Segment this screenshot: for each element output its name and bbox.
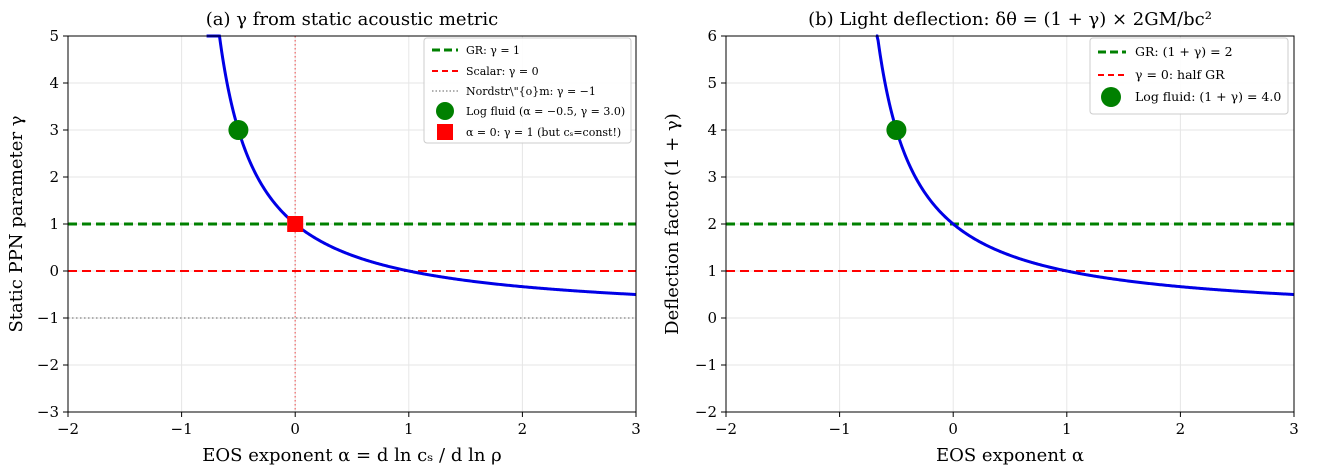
x-tick-label: −2 xyxy=(57,420,79,438)
y-tick-label: 4 xyxy=(707,121,717,139)
x-tick-label: −1 xyxy=(829,420,851,438)
panel-b-points xyxy=(886,120,907,140)
x-tick-label: 1 xyxy=(1062,420,1072,438)
y-tick-label: 2 xyxy=(707,215,717,233)
y-tick-label: 5 xyxy=(707,74,717,92)
y-tick-label: −1 xyxy=(695,356,717,374)
legend-b-gr-label: GR: (1 + γ) = 2 xyxy=(1135,44,1233,59)
data-point-square-1 xyxy=(287,216,304,232)
panel-b-grid xyxy=(725,35,1295,413)
data-point-circle-0 xyxy=(886,120,907,140)
panel-b-title: (b) Light deflection: δθ = (1 + γ) × 2GM… xyxy=(808,9,1212,30)
y-tick-label: −3 xyxy=(37,403,59,421)
legend-b-log-fluid-label: Log fluid: (1 + γ) = 4.0 xyxy=(1135,89,1281,104)
panel-a-points xyxy=(228,120,304,232)
x-tick-label: 0 xyxy=(948,420,958,438)
legend-log-fluid-label: Log fluid (α = −0.5, γ = 3.0) xyxy=(466,105,625,118)
panel-b-xlabel: EOS exponent α xyxy=(936,445,1084,466)
x-tick-label: 3 xyxy=(631,420,641,438)
panel-a-gamma-curve xyxy=(206,34,637,296)
legend-scalar-label: Scalar: γ = 0 xyxy=(466,65,539,78)
legend-b-log-fluid-marker xyxy=(1101,87,1121,107)
legend-gr-label: GR: γ = 1 xyxy=(466,44,520,57)
legend-log-fluid-marker xyxy=(436,102,454,120)
legend-alpha0-label: α = 0: γ = 1 (but cₛ=const!) xyxy=(466,126,621,139)
y-tick-label: −2 xyxy=(695,403,717,421)
y-tick-label: 1 xyxy=(707,262,717,280)
panel-b-legend-box xyxy=(1089,37,1289,115)
panel-b-reference-lines xyxy=(726,222,1294,272)
panel-b-ticks: −2 −1 0 1 2 3 −2 −1 0 1 2 3 4 5 6 xyxy=(695,27,1299,438)
panel-b-deflection-curve xyxy=(875,34,1295,296)
panel-a-ylabel: Static PPN parameter γ xyxy=(6,115,27,332)
x-tick-label: 0 xyxy=(290,420,300,438)
x-tick-label: 1 xyxy=(404,420,414,438)
y-tick-label: 2 xyxy=(49,168,59,186)
legend-alpha0-marker xyxy=(437,124,453,140)
y-tick-label: −2 xyxy=(37,356,59,374)
x-tick-label: −2 xyxy=(715,420,737,438)
x-tick-label: 2 xyxy=(518,420,528,438)
y-tick-label: 1 xyxy=(49,215,59,233)
panel-a-legend-box xyxy=(423,37,632,144)
legend-nordstrom-label: Nordstr\"{o}m: γ = −1 xyxy=(466,85,596,98)
y-tick-label: 3 xyxy=(49,121,59,139)
panel-a-xlabel: EOS exponent α = d ln cₛ / d ln ρ xyxy=(202,445,501,466)
y-tick-label: 3 xyxy=(707,168,717,186)
panel-b-legend: GR: (1 + γ) = 2 γ = 0: half GR Log fluid… xyxy=(1089,37,1289,115)
y-tick-label: 5 xyxy=(49,27,59,45)
data-point-circle-0 xyxy=(228,120,249,140)
legend-b-half-gr-label: γ = 0: half GR xyxy=(1135,67,1225,82)
x-tick-label: −1 xyxy=(171,420,193,438)
x-tick-label: 3 xyxy=(1289,420,1299,438)
panel-b: (b) Light deflection: δθ = (1 + γ) × 2GM… xyxy=(662,9,1299,466)
panel-a-title: (a) γ from static acoustic metric xyxy=(206,9,499,30)
panel-b-ylabel: Deflection factor (1 + γ) xyxy=(662,113,683,335)
x-tick-label: 2 xyxy=(1176,420,1186,438)
y-tick-label: 6 xyxy=(707,27,717,45)
panel-a-legend: GR: γ = 1 Scalar: γ = 0 Nordstr\"{o}m: γ… xyxy=(423,37,632,144)
y-tick-label: 4 xyxy=(49,74,59,92)
panel-a: (a) γ from static acoustic metric EOS ex… xyxy=(6,9,641,466)
y-tick-label: −1 xyxy=(37,309,59,327)
y-tick-label: 0 xyxy=(49,262,59,280)
y-tick-label: 0 xyxy=(707,309,717,327)
